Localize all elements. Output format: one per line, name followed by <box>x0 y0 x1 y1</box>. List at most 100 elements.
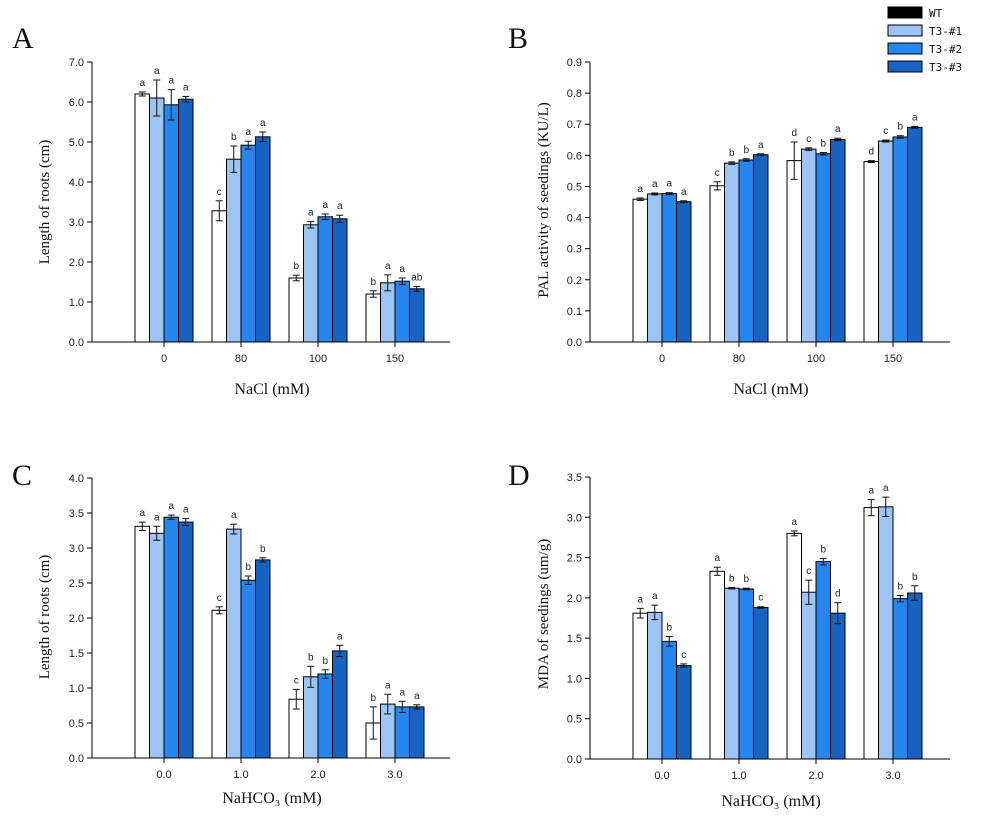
panel-b-bar-t3-1 <box>801 148 817 343</box>
panel-d-significance-letter: b <box>820 544 826 555</box>
panel-c-xlabel: NaHCO₃ (mM) <box>222 790 321 807</box>
panel-b-bar-t3-3 <box>907 126 923 343</box>
legend-label-t3-2: T3-#2 <box>929 43 962 56</box>
panel-d-bar-wt <box>863 507 879 760</box>
panel-c-significance-letter: c <box>217 593 222 604</box>
panel-c-significance-letter: c <box>294 675 299 686</box>
panel-a-y-tick-label: 4.0 <box>69 177 84 189</box>
panel-d-y-tick-label: 3.0 <box>567 512 582 524</box>
legend-swatch-t3-1 <box>887 24 923 37</box>
panel-b-bar-t3-2 <box>738 159 754 343</box>
panel-c-significance-letter: a <box>139 508 145 519</box>
panel-a-significance-letter: a <box>385 261 391 272</box>
panel-a-y-tick-label: 0.0 <box>69 337 84 349</box>
panel-a-y-tick-label: 1.0 <box>69 297 84 309</box>
panel-d-significance-letter: b <box>666 623 672 634</box>
panel-c-x-tick-label: 0.0 <box>156 769 171 781</box>
panel-b-y-tick-label: 0.0 <box>567 337 582 349</box>
panel-b-bar-t3-2 <box>892 136 908 343</box>
panel-a-significance-letter: a <box>154 66 160 77</box>
panel-d-bar-t3-3 <box>753 607 769 760</box>
panel-a-significance-letter: a <box>139 78 145 89</box>
panel-b-bar-t3-3 <box>830 138 846 343</box>
panel-a-bar-t3-1 <box>380 282 396 343</box>
panel-c-significance-letter: a <box>414 691 420 702</box>
panel-c-y-tick-label: 4.0 <box>69 473 84 485</box>
legend: WT T3-#1 T3-#2 T3-#3 <box>887 6 962 74</box>
panel-a-significance-letter: a <box>245 127 251 138</box>
panel-d-significance-letter: a <box>791 517 797 528</box>
panel-b-y-tick-label: 0.8 <box>567 88 582 100</box>
panel-a-significance-letter: a <box>260 118 266 129</box>
panel-d-significance-letter: c <box>758 593 763 604</box>
panel-b-y-tick-label: 0.4 <box>567 213 582 225</box>
panel-d-bar-t3-2 <box>892 598 908 760</box>
panel-b-significance-letter: a <box>652 179 658 190</box>
panel-b-bar-t3-3 <box>753 154 769 343</box>
panel-a-y-tick-label: 5.0 <box>69 137 84 149</box>
panel-a-bar-wt <box>365 293 381 343</box>
panel-b-significance-letter: a <box>912 112 918 123</box>
panel-c-y-tick-label: 3.0 <box>69 543 84 555</box>
panel-b-significance-letter: d <box>868 147 874 158</box>
panel-a-x-tick-label: 80 <box>235 353 247 365</box>
panel-b-x-tick-label: 100 <box>807 353 825 365</box>
panel-d-significance-letter: c <box>681 650 686 661</box>
panel-b: B 0.00.10.20.30.40.50.60.70.80.90a a aa80c… <box>508 22 950 398</box>
panel-c-y-tick-label: 1.5 <box>69 648 84 660</box>
panel-b-bar-wt <box>863 161 879 343</box>
panel-d-significance-letter: a <box>714 553 720 564</box>
panel-d-y-tick-label: 0.5 <box>567 714 582 726</box>
panel-a-bar-wt <box>134 93 150 343</box>
panel-d-x-tick-label: 1.0 <box>731 770 746 782</box>
legend-entry-wt: WT <box>887 6 943 20</box>
panel-b-significance-letter: b <box>897 122 903 133</box>
panel-d-bar-t3-3 <box>907 592 923 760</box>
panel-c-bar-wt <box>211 609 227 759</box>
panel-b-bar-t3-1 <box>647 193 663 343</box>
panel-b-significance-letter: c <box>806 134 811 145</box>
panel-a-bar-t3-2 <box>163 104 179 343</box>
panel-c-bar-wt <box>134 525 150 759</box>
panel-d-y-tick-label: 3.5 <box>567 472 582 484</box>
panel-c-significance-letter: b <box>260 544 266 555</box>
panel-a-bar-t3-3 <box>178 98 194 343</box>
panel-a-bar-t3-3 <box>409 288 425 343</box>
panel-b-significance-letter: c <box>715 168 720 179</box>
legend-swatch-t3-2 <box>887 42 923 55</box>
panel-c-y-tick-label: 3.5 <box>69 508 84 520</box>
panel-c-bar-t3-3 <box>255 559 271 759</box>
panel-a-bar-t3-1 <box>303 224 319 343</box>
panel-d-bar-t3-2 <box>815 561 831 760</box>
panel-c-significance-letter: a <box>168 501 174 512</box>
panel-b-bar-t3-2 <box>661 193 677 343</box>
panel-a-significance-letter: a <box>337 201 343 212</box>
legend-entry-t3-1: T3-#1 <box>887 24 962 38</box>
panel-c-significance-letter: b <box>370 693 376 704</box>
panel-a-x-tick-label: 150 <box>386 353 404 365</box>
panel-a-bar-t3-3 <box>255 136 271 343</box>
panel-c-significance-letter: b <box>322 656 328 667</box>
panel-d-significance-letter: b <box>729 573 735 584</box>
panel-a-bar-t3-2 <box>240 144 256 343</box>
panel-c-bar-t3-3 <box>332 650 348 759</box>
panel-c-y-tick-label: 2.5 <box>69 578 84 590</box>
panel-a-significance-letter: c <box>217 187 222 198</box>
panel-d-bar-t3-1 <box>724 587 740 760</box>
panel-b-significance-letter: b <box>743 145 749 156</box>
panel-c: C 0.00.51.01.52.02.53.03.54.00.0a aa a1.0c… <box>12 459 450 807</box>
panel-a-bar-t3-3 <box>332 218 348 343</box>
legend-label-t3-3: T3-#3 <box>929 61 962 74</box>
legend-swatch-wt <box>887 6 923 19</box>
panel-c-significance-letter: a <box>183 505 189 516</box>
panel-b-y-tick-label: 0.3 <box>567 244 582 256</box>
panel-c-bar-t3-2 <box>394 706 410 759</box>
panel-d-ylabel: MDA of seedings (um/g) <box>536 539 552 689</box>
legend-entry-t3-3: T3-#3 <box>887 60 962 74</box>
panel-a-significance-letter: ab <box>411 272 423 283</box>
panel-d-significance-letter: a <box>883 483 889 494</box>
panel-c-significance-letter: a <box>385 680 391 691</box>
